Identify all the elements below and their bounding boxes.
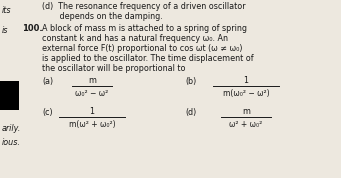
Text: ious.: ious. <box>2 138 21 147</box>
Text: the oscillator will be proportional to: the oscillator will be proportional to <box>42 64 186 73</box>
Text: ω² + ω₀²: ω² + ω₀² <box>229 120 263 129</box>
Text: 1: 1 <box>89 107 94 116</box>
Text: (d): (d) <box>185 108 196 117</box>
Text: (d)  The resonance frequency of a driven oscillator: (d) The resonance frequency of a driven … <box>42 2 246 11</box>
Text: (b): (b) <box>185 77 196 86</box>
Text: arily.: arily. <box>2 124 21 133</box>
Text: its: its <box>2 6 12 15</box>
Text: m: m <box>242 107 250 116</box>
Text: A block of mass m is attached to a spring of spring: A block of mass m is attached to a sprin… <box>42 24 247 33</box>
Text: ω₀² − ω²: ω₀² − ω² <box>75 89 109 98</box>
Text: m: m <box>88 76 96 85</box>
Text: m(ω² + ω₀²): m(ω² + ω₀²) <box>69 120 115 129</box>
Text: is: is <box>2 26 9 35</box>
Text: depends on the damping.: depends on the damping. <box>42 12 163 21</box>
Text: external force F(t) proportional to cos ωt (ω ≠ ω₀): external force F(t) proportional to cos … <box>42 44 242 53</box>
Text: (a): (a) <box>42 77 53 86</box>
Text: (c): (c) <box>42 108 53 117</box>
Text: 1: 1 <box>243 76 249 85</box>
Text: m(ω₀² − ω²): m(ω₀² − ω²) <box>223 89 269 98</box>
Text: 100.: 100. <box>22 24 43 33</box>
Bar <box>0 81 19 110</box>
Text: is applied to the oscillator. The time displacement of: is applied to the oscillator. The time d… <box>42 54 254 63</box>
Text: constant k and has a natural frequency ω₀. An: constant k and has a natural frequency ω… <box>42 34 228 43</box>
